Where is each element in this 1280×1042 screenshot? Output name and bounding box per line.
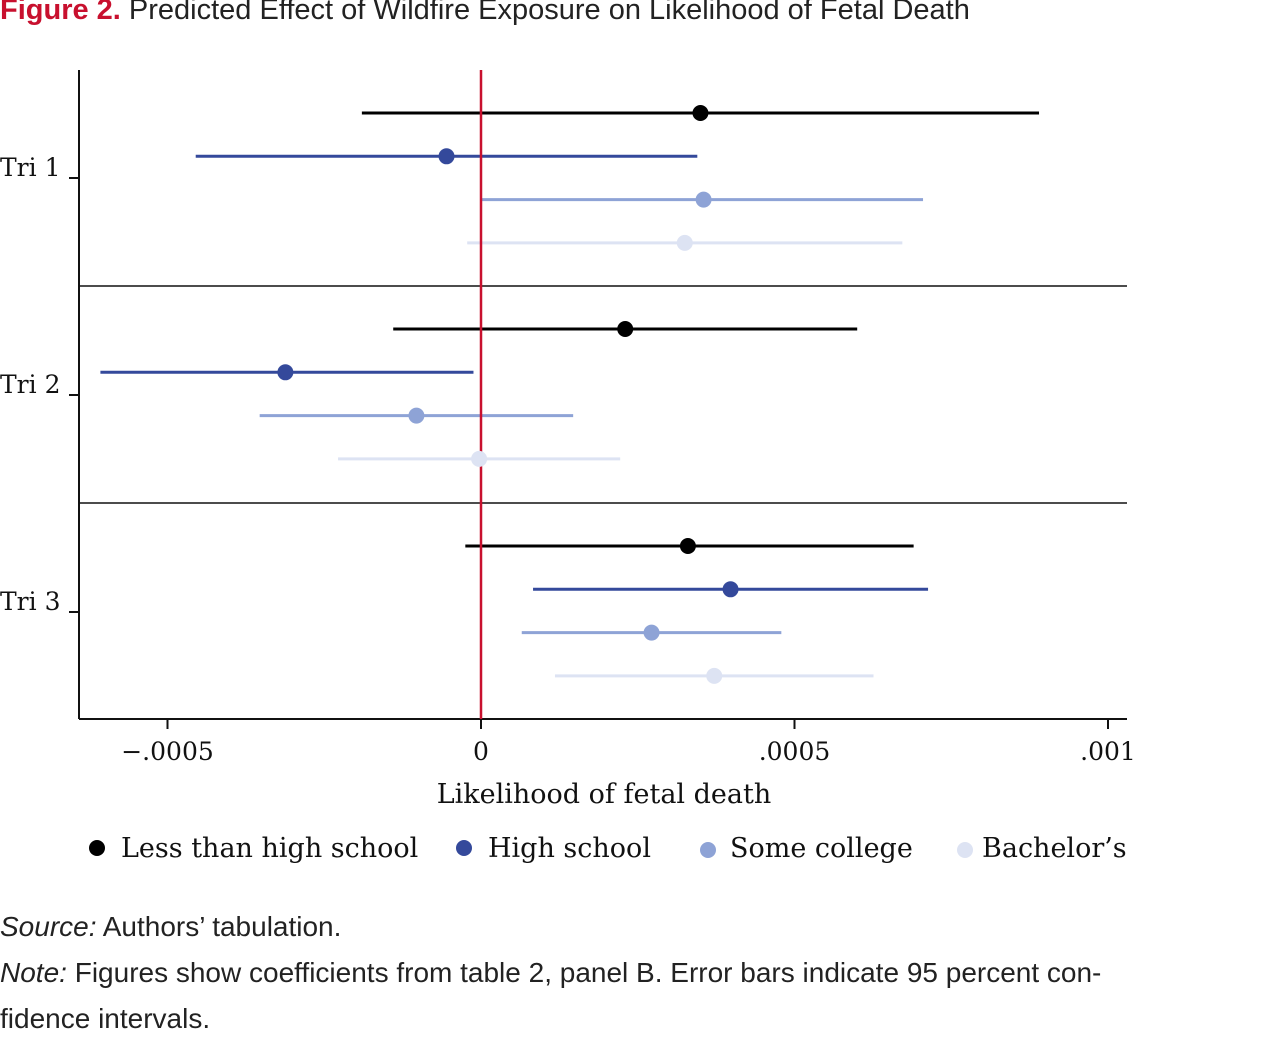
coefficient-chart: −.0005 0 .0005 .001 Tri 1 Tri 2 Tri 3 Less than… xyxy=(0,70,1136,864)
point-estimate xyxy=(722,581,739,598)
source-text: Authors’ tabulation. xyxy=(102,911,342,942)
legend-label: Some college xyxy=(730,833,913,864)
point-estimate xyxy=(277,364,294,381)
note-label: Note: xyxy=(0,957,67,988)
y-group-label: Tri 1 xyxy=(0,153,60,182)
point-estimate xyxy=(676,234,693,251)
source-label: Source: xyxy=(0,911,97,942)
x-tick-label: .001 xyxy=(1080,737,1136,766)
x-tick-label: .0005 xyxy=(759,737,831,766)
legend-marker xyxy=(456,840,472,856)
figure-title: Figure 2. Predicted Effect of Wildfire E… xyxy=(0,0,1280,27)
point-estimate xyxy=(706,667,723,684)
x-axis-label: Likelihood of fetal death xyxy=(437,779,772,810)
x-tick-label: −.0005 xyxy=(121,737,214,766)
point-estimate xyxy=(617,321,634,337)
point-estimate xyxy=(471,450,488,467)
y-group-label: Tri 2 xyxy=(0,370,60,399)
point-estimate xyxy=(408,407,425,424)
x-tick-label: 0 xyxy=(473,737,489,766)
legend-label: Less than high school xyxy=(121,833,418,864)
figure-title-text: Predicted Effect of Wildfire Exposure on… xyxy=(128,0,970,26)
legend-marker xyxy=(89,840,105,856)
figure-notes: Source: Authors’ tabulation. Note: Figur… xyxy=(0,904,1280,1042)
legend-marker xyxy=(957,842,973,858)
point-estimate xyxy=(438,148,455,165)
legend-label: High school xyxy=(488,833,651,864)
legend-label: Bachelor’s xyxy=(982,833,1127,864)
figure-label: Figure 2. xyxy=(0,0,121,26)
y-group-label: Tri 3 xyxy=(0,587,60,616)
note-text-continued: fidence intervals. xyxy=(0,1003,211,1034)
point-estimate xyxy=(643,624,660,641)
point-estimate xyxy=(679,538,696,554)
note-text: Figures show coefficients from table 2, … xyxy=(74,957,1102,988)
note-line: Note: Figures show coefficients from tab… xyxy=(0,950,1280,996)
point-estimate xyxy=(692,105,709,121)
note-line-2: fidence intervals. xyxy=(0,996,1280,1042)
legend-marker xyxy=(700,842,716,858)
point-estimate xyxy=(695,191,712,208)
source-line: Source: Authors’ tabulation. xyxy=(0,904,1280,950)
